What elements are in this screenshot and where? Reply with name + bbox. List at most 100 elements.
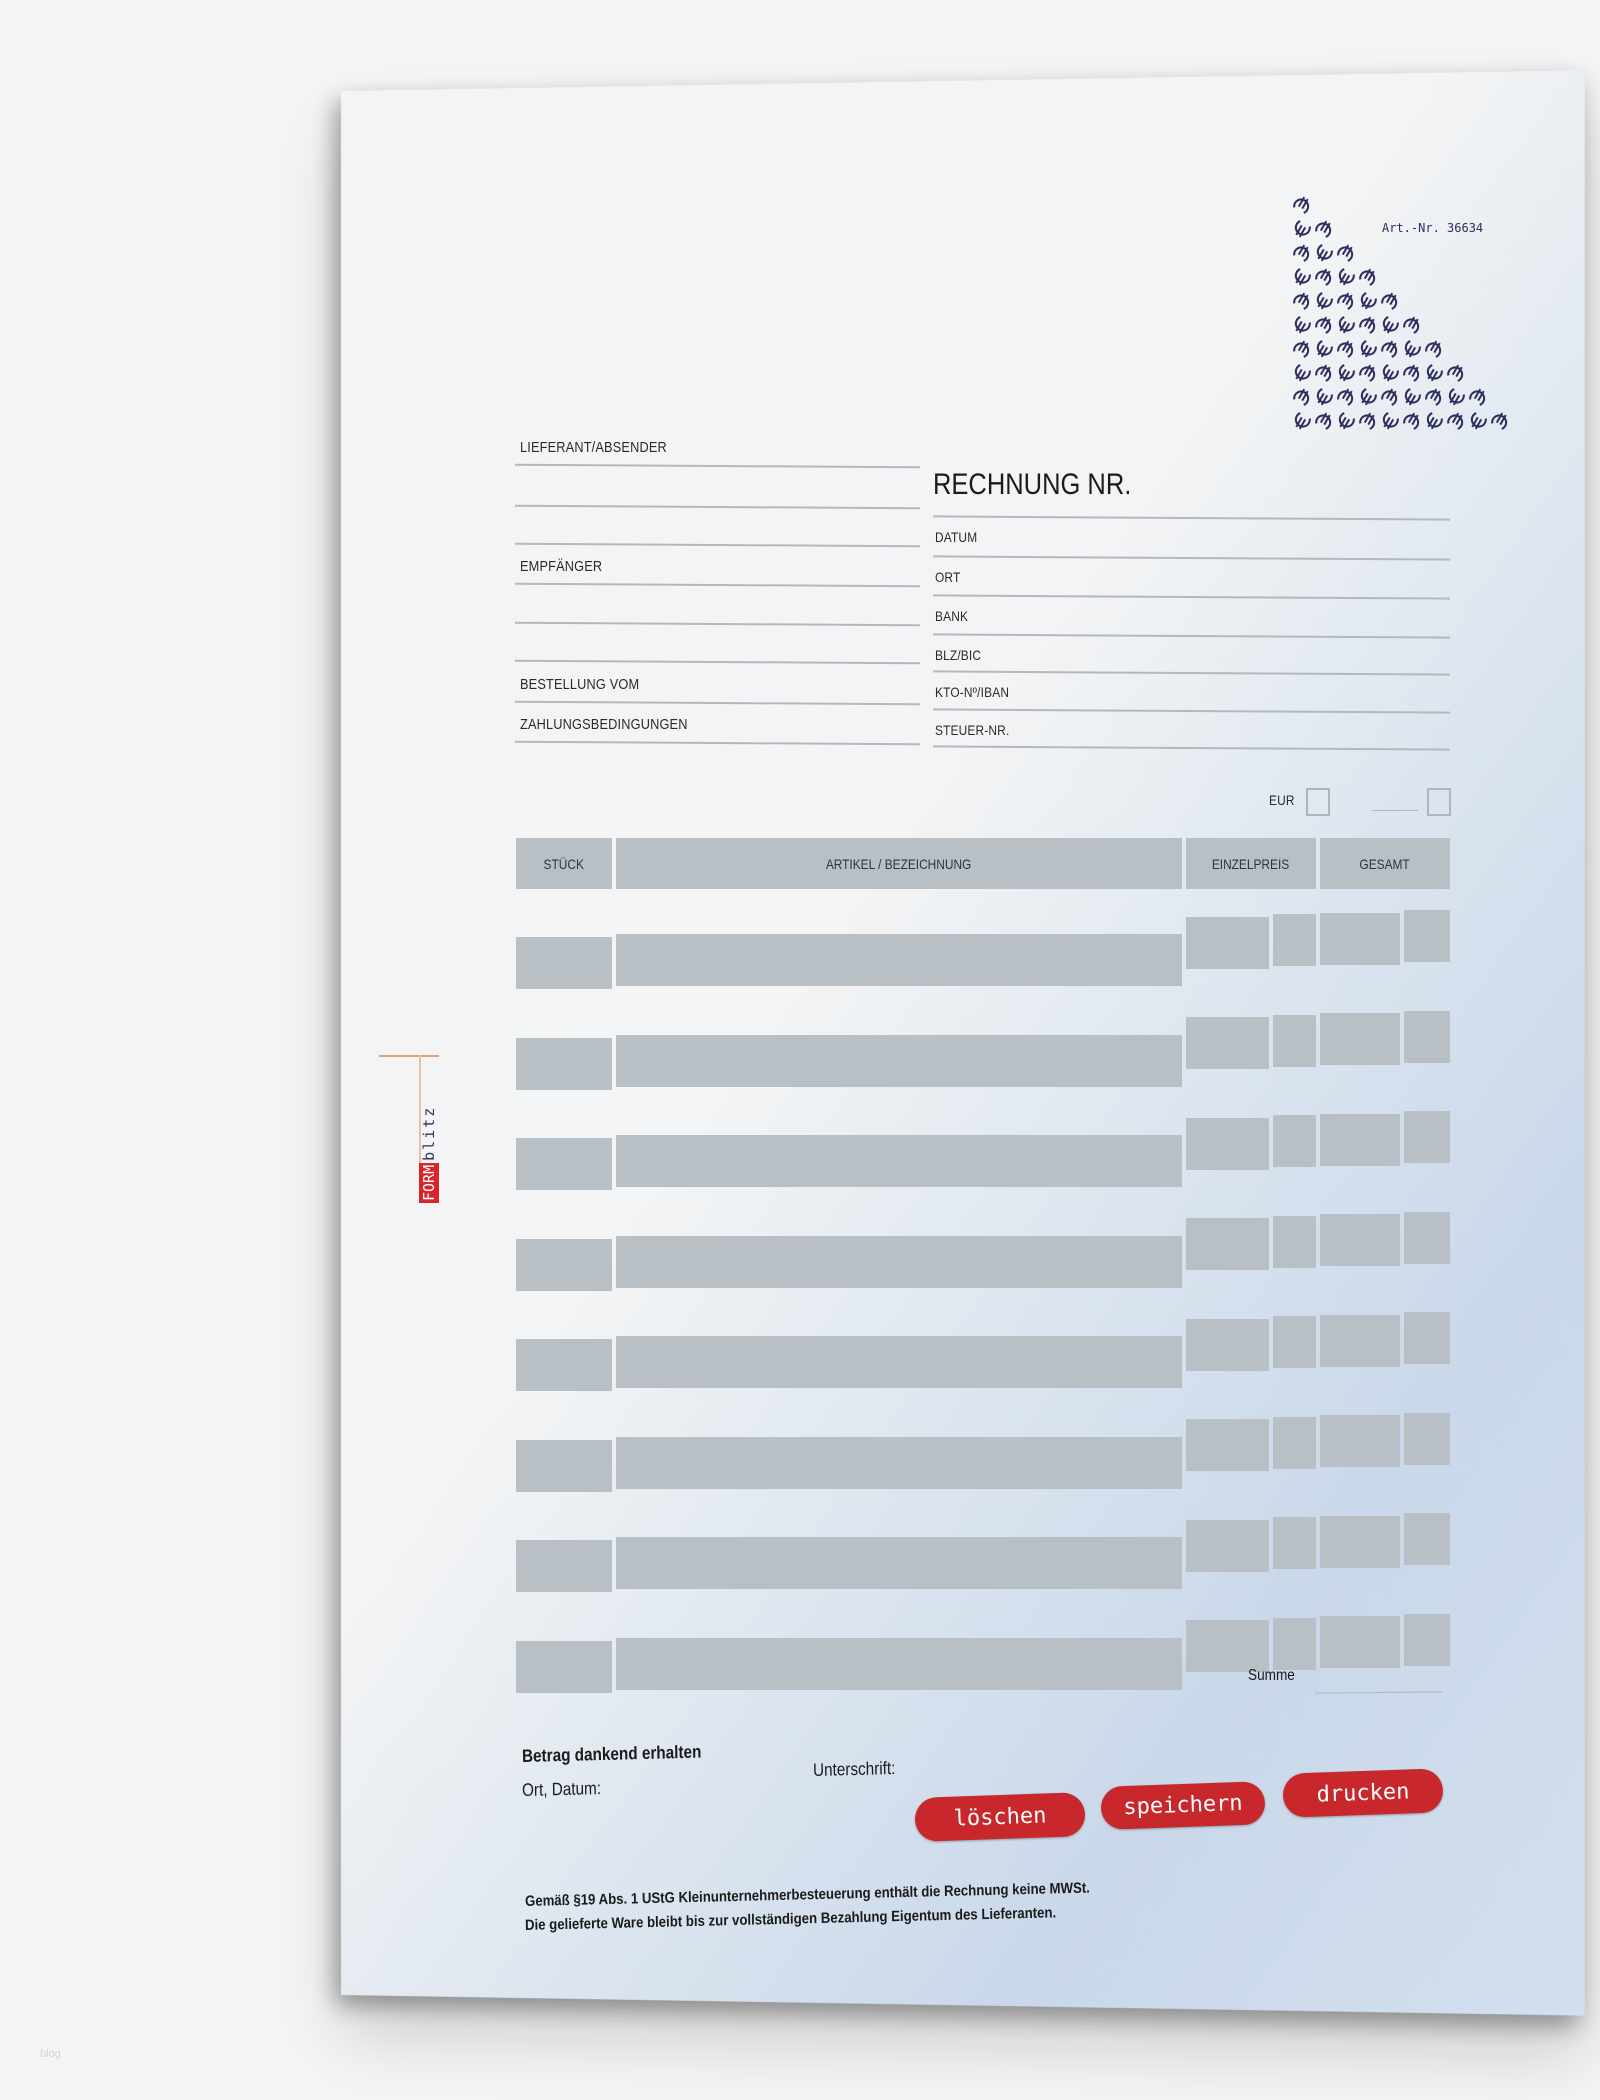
euro-glyph-icon bbox=[1404, 388, 1421, 406]
table-cell-input[interactable] bbox=[1320, 1616, 1400, 1669]
euro-glyph-icon bbox=[1403, 412, 1420, 430]
table-cell-input[interactable] bbox=[1273, 1416, 1316, 1469]
table-cell-input[interactable] bbox=[1404, 1010, 1450, 1063]
formblitz-logo: FORM blitz bbox=[379, 1055, 439, 1205]
euro-glyph-icon bbox=[1315, 220, 1332, 238]
print-button[interactable]: drucken bbox=[1282, 1768, 1444, 1818]
table-cell-input[interactable] bbox=[1320, 1415, 1400, 1468]
other-currency-checkbox[interactable] bbox=[1427, 788, 1451, 816]
euro-glyph-icon bbox=[1359, 412, 1376, 430]
euro-glyph-icon bbox=[1360, 340, 1377, 358]
table-cell-input[interactable] bbox=[1404, 1312, 1450, 1365]
table-cell-input[interactable] bbox=[616, 1235, 1182, 1288]
table-cell-input[interactable] bbox=[616, 1336, 1182, 1388]
table-cell-input[interactable] bbox=[1186, 916, 1269, 969]
euro-glyph-icon bbox=[1425, 388, 1442, 406]
table-cell-input[interactable] bbox=[1404, 1111, 1450, 1164]
clear-button[interactable]: löschen bbox=[914, 1792, 1086, 1842]
table-cell-input[interactable] bbox=[1404, 1613, 1450, 1666]
euro-glyph-icon bbox=[1337, 244, 1354, 262]
euro-glyph-icon bbox=[1469, 388, 1486, 406]
table-cell-input[interactable] bbox=[616, 1034, 1182, 1087]
euro-glyph-icon bbox=[1359, 316, 1376, 334]
euro-glyph-icon bbox=[1360, 292, 1377, 310]
right-field-label: KTO-Nº/IBAN bbox=[935, 684, 1010, 700]
table-cell-input[interactable] bbox=[616, 1637, 1182, 1690]
table-cell-input[interactable] bbox=[1273, 1316, 1316, 1369]
logo-form: FORM bbox=[419, 1162, 439, 1203]
table-cell-input[interactable] bbox=[1320, 1013, 1400, 1066]
table-cell-input[interactable] bbox=[516, 1037, 612, 1090]
table-cell-input[interactable] bbox=[516, 1339, 612, 1391]
watermark: blog bbox=[40, 2048, 61, 2060]
euro-glyph-icon bbox=[1381, 340, 1398, 358]
save-button[interactable]: speichern bbox=[1100, 1781, 1266, 1830]
table-cell-input[interactable] bbox=[516, 1640, 612, 1693]
euro-glyph-icon bbox=[1447, 364, 1464, 382]
table-cell-input[interactable] bbox=[1186, 1318, 1269, 1371]
euro-glyph-icon bbox=[1403, 364, 1420, 382]
header-gesamt: GESAMT bbox=[1320, 838, 1450, 889]
table-cell-input[interactable] bbox=[1273, 914, 1316, 967]
table-cell-input[interactable] bbox=[516, 1439, 612, 1492]
table-cell-input[interactable] bbox=[1404, 1211, 1450, 1264]
table-cell-input[interactable] bbox=[1273, 1215, 1316, 1268]
table-cell-input[interactable] bbox=[516, 1540, 612, 1592]
table-cell-input[interactable] bbox=[1273, 1517, 1316, 1570]
table-cell-input[interactable] bbox=[1186, 1620, 1269, 1673]
table-cell-input[interactable] bbox=[1186, 1017, 1269, 1070]
table-cell-input[interactable] bbox=[516, 937, 612, 989]
table-cell-input[interactable] bbox=[1320, 912, 1400, 965]
euro-glyph-icon bbox=[1338, 412, 1355, 430]
table-cell-input[interactable] bbox=[1186, 1218, 1269, 1271]
left-field-label: EMPFÄNGER bbox=[520, 558, 603, 575]
table-cell-input[interactable] bbox=[616, 1537, 1182, 1589]
invoice-title: RECHNUNG NR. bbox=[933, 468, 1132, 501]
eur-checkbox[interactable] bbox=[1306, 788, 1330, 816]
table-cell-input[interactable] bbox=[616, 1135, 1182, 1187]
header-artikel: ARTIKEL / BEZEICHNUNG bbox=[616, 838, 1182, 889]
table-cell-input[interactable] bbox=[1273, 1014, 1316, 1067]
received-label: Betrag dankend erhalten bbox=[521, 1741, 702, 1766]
table-cell-input[interactable] bbox=[1186, 1519, 1269, 1572]
table-cell-input[interactable] bbox=[616, 1436, 1182, 1489]
euro-glyph-icon bbox=[1491, 412, 1508, 430]
table-cell-input[interactable] bbox=[1186, 1419, 1269, 1472]
euro-glyph-icon bbox=[1470, 412, 1487, 430]
euro-glyph-icon bbox=[1294, 268, 1311, 286]
table-cell-input[interactable] bbox=[1320, 1314, 1400, 1367]
table-cell-input[interactable] bbox=[1320, 1515, 1400, 1568]
table-cell-input[interactable] bbox=[1273, 1617, 1316, 1670]
right-field-label: BLZ/BIC bbox=[935, 647, 982, 663]
left-field-label: LIEFERANT/ABSENDER bbox=[520, 439, 667, 456]
table-cell-input[interactable] bbox=[1186, 1117, 1269, 1170]
logo-rule-vertical bbox=[419, 1055, 421, 1203]
table-cell-input[interactable] bbox=[1320, 1214, 1400, 1267]
euro-glyph-icon bbox=[1316, 340, 1333, 358]
euro-pattern-icon bbox=[1293, 196, 1508, 430]
euro-glyph-icon bbox=[1338, 364, 1355, 382]
signature-label: Unterschrift: bbox=[812, 1757, 896, 1780]
left-field-label: ZAHLUNGSBEDINGUNGEN bbox=[520, 716, 688, 733]
eur-label: EUR bbox=[1269, 792, 1295, 808]
euro-glyph-icon bbox=[1293, 196, 1310, 214]
euro-glyph-icon bbox=[1404, 340, 1421, 358]
table-cell-input[interactable] bbox=[516, 1138, 612, 1190]
table-cell-input[interactable] bbox=[1404, 1412, 1450, 1465]
euro-glyph-icon bbox=[1315, 316, 1332, 334]
logo-blitz: blitz bbox=[420, 1105, 438, 1161]
other-currency-field[interactable] bbox=[1372, 810, 1418, 811]
euro-glyph-icon bbox=[1360, 388, 1377, 406]
euro-glyph-icon bbox=[1315, 268, 1332, 286]
table-cell-input[interactable] bbox=[1273, 1115, 1316, 1168]
table-cell-input[interactable] bbox=[1404, 910, 1450, 963]
table-cell-input[interactable] bbox=[1320, 1113, 1400, 1166]
article-number: Art.-Nr. 36634 bbox=[1382, 221, 1484, 235]
sum-label: Summe bbox=[1248, 1667, 1295, 1684]
table-cell-input[interactable] bbox=[516, 1238, 612, 1291]
euro-glyph-icon bbox=[1316, 388, 1333, 406]
euro-glyph-icon bbox=[1338, 316, 1355, 334]
table-cell-input[interactable] bbox=[616, 934, 1182, 986]
euro-glyph-icon bbox=[1316, 244, 1333, 262]
table-cell-input[interactable] bbox=[1404, 1513, 1450, 1566]
